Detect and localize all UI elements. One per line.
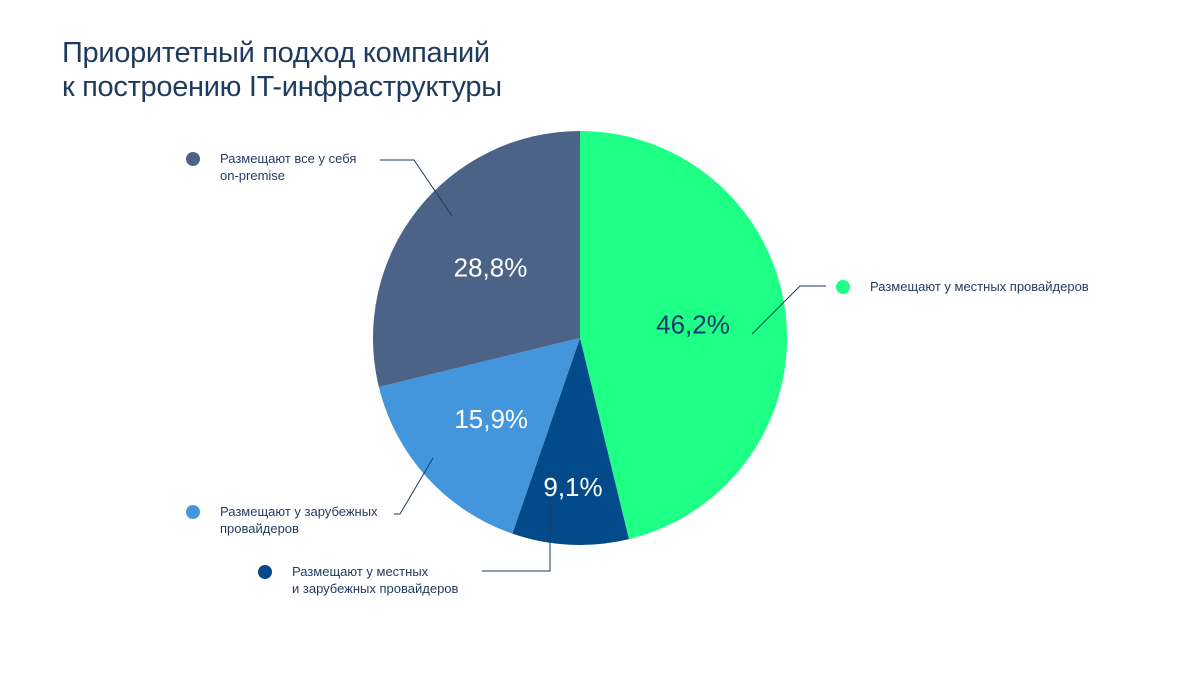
- legend-label-line: Размещают у зарубежных: [220, 504, 378, 519]
- legend-label-line: on-premise: [220, 168, 286, 183]
- leader-line-foreign: [394, 457, 434, 515]
- pie-slices: [372, 130, 788, 546]
- legend-label-line: и зарубежных провайдеров: [292, 581, 459, 596]
- legend-label-onprem: Размещают все у себя on-premise: [220, 150, 356, 184]
- leader-line-onprem: [380, 159, 453, 217]
- pie-slice-foreign: [378, 338, 580, 534]
- pie-slice-mixed: [512, 338, 629, 546]
- legend-label-line: Размещают у местных провайдеров: [870, 279, 1089, 294]
- value-label-mixed: 9,1%: [543, 472, 602, 502]
- pie-slice-local: [580, 131, 788, 540]
- chart-title: Приоритетный подход компаний к построени…: [62, 36, 762, 104]
- legend-label-line: Размещают у местных: [292, 564, 429, 579]
- pie-slice-onprem: [372, 130, 580, 387]
- legend-label-foreign: Размещают у зарубежных провайдеров: [220, 503, 378, 537]
- legend-label-line: Размещают все у себя: [220, 151, 357, 166]
- legend-dot-foreign: [186, 505, 200, 519]
- value-label-foreign: 15,9%: [454, 404, 528, 434]
- legend-label-mixed: Размещают у местных и зарубежных провайде…: [292, 563, 458, 597]
- leader-line-local: [751, 285, 826, 335]
- chart-title-line-2: к построению IT-инфраструктуры: [62, 71, 502, 103]
- leader-lines: [380, 159, 826, 572]
- legend-dot-mixed: [258, 565, 272, 579]
- chart-title-line-1: Приоритетный подход компаний: [62, 37, 490, 69]
- legend-label-line: провайдеров: [220, 521, 299, 536]
- leader-line-mixed: [482, 472, 551, 572]
- legend-label-local: Размещают у местных провайдеров: [870, 278, 1089, 295]
- value-labels: 46,2% 9,1% 15,9% 28,8%: [454, 253, 730, 502]
- value-label-onprem: 28,8%: [454, 253, 528, 283]
- legend-dot-local: [836, 280, 850, 294]
- value-label-local: 46,2%: [656, 309, 730, 339]
- legend-dot-onprem: [186, 152, 200, 166]
